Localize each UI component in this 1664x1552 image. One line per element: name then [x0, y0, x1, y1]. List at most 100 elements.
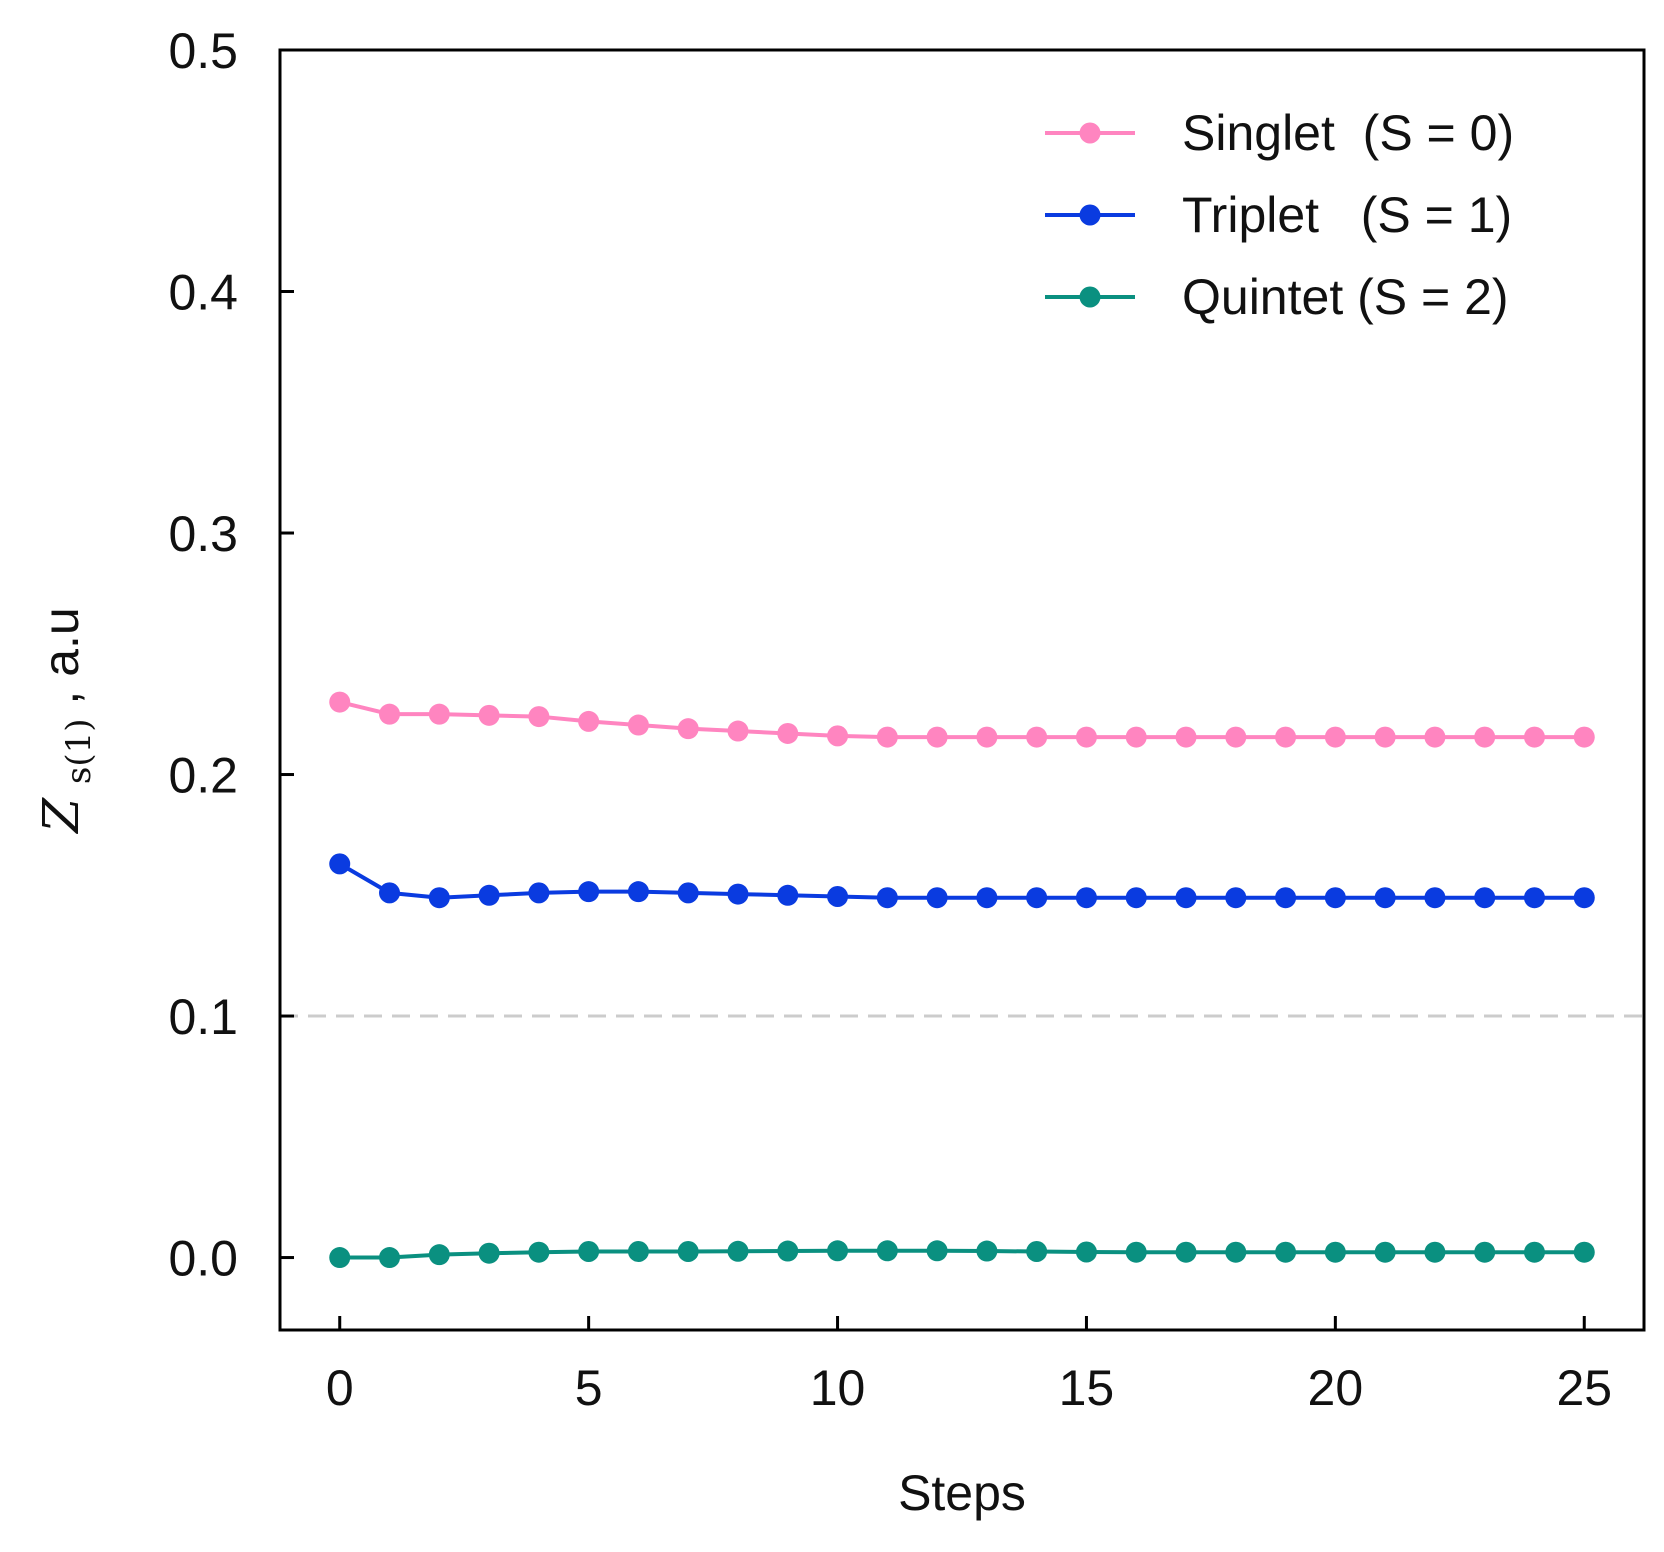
- data-point: [578, 710, 600, 732]
- data-point: [1225, 726, 1247, 748]
- legend-marker: [1079, 122, 1101, 144]
- data-point: [777, 884, 799, 906]
- data-point: [1125, 726, 1147, 748]
- y-tick-label: 0.2: [168, 748, 238, 804]
- data-point: [876, 726, 898, 748]
- data-point: [627, 714, 649, 736]
- plot-frame: [278, 48, 1646, 1332]
- y-axis-title-subscript: s(1): [59, 718, 99, 784]
- data-point: [1424, 726, 1446, 748]
- data-point: [777, 722, 799, 744]
- data-point: [1374, 887, 1396, 909]
- legend-label: Triplet (S = 1): [1182, 187, 1512, 243]
- legend-label: Quintet (S = 2): [1182, 269, 1509, 325]
- x-tick-label: 15: [1059, 1360, 1115, 1416]
- data-point: [926, 1240, 948, 1262]
- data-point: [827, 1240, 849, 1262]
- data-point: [1424, 887, 1446, 909]
- data-point: [677, 1241, 699, 1263]
- data-point: [1026, 887, 1048, 909]
- data-point: [1474, 726, 1496, 748]
- x-tick-label: 25: [1556, 1360, 1612, 1416]
- tick-layer: [280, 48, 1586, 1330]
- x-tick-label: 20: [1308, 1360, 1364, 1416]
- data-point: [379, 1247, 401, 1269]
- data-point: [1275, 1241, 1297, 1263]
- data-point: [777, 1240, 799, 1262]
- y-tick-label: 0.5: [168, 23, 238, 79]
- data-point: [478, 1242, 500, 1264]
- data-point: [428, 1244, 450, 1266]
- x-tick-label: 5: [575, 1360, 603, 1416]
- x-axis-title: Steps: [898, 1465, 1026, 1521]
- x-tick-label: 0: [326, 1360, 354, 1416]
- data-point: [926, 726, 948, 748]
- legend-marker: [1079, 204, 1101, 226]
- data-point: [329, 853, 351, 875]
- y-axis-title: Z s(1) , a.u: [32, 607, 101, 834]
- data-point: [827, 725, 849, 747]
- data-point: [1225, 887, 1247, 909]
- data-point: [1573, 887, 1595, 909]
- data-point: [1523, 887, 1545, 909]
- data-point: [1374, 726, 1396, 748]
- series-layer: [329, 691, 1595, 1269]
- data-point: [1474, 887, 1496, 909]
- legend-label: Singlet (S = 0): [1182, 105, 1514, 161]
- data-point: [827, 885, 849, 907]
- data-point: [1573, 1241, 1595, 1263]
- data-point: [1225, 1241, 1247, 1263]
- data-point: [379, 882, 401, 904]
- data-point: [1275, 887, 1297, 909]
- legend: Singlet (S = 0) Triplet (S = 1) Quintet (S…: [1045, 105, 1514, 325]
- data-point: [876, 887, 898, 909]
- legend-entry: Singlet (S = 0): [1045, 105, 1514, 161]
- y-tick-label: 0.4: [168, 265, 238, 321]
- data-point: [627, 1241, 649, 1263]
- data-point: [926, 887, 948, 909]
- y-axis-title-main: Z: [32, 797, 90, 835]
- data-point: [1175, 887, 1197, 909]
- data-point: [876, 1240, 898, 1262]
- data-point: [677, 882, 699, 904]
- y-tick-label: 0.1: [168, 989, 238, 1045]
- data-point: [1324, 887, 1346, 909]
- data-point: [1474, 1241, 1496, 1263]
- series-line: [338, 862, 1585, 900]
- data-point: [1573, 726, 1595, 748]
- series-3: [329, 1240, 1595, 1269]
- data-point: [1374, 1241, 1396, 1263]
- legend-marker: [1079, 286, 1101, 308]
- data-point: [428, 703, 450, 725]
- data-point: [1026, 726, 1048, 748]
- data-point: [528, 882, 550, 904]
- data-point: [1075, 887, 1097, 909]
- data-point: [976, 887, 998, 909]
- data-point: [1523, 726, 1545, 748]
- data-point: [627, 881, 649, 903]
- series-line: [339, 700, 1585, 740]
- data-point: [1125, 887, 1147, 909]
- data-point: [528, 1241, 550, 1263]
- tick-label-layer: 0 5 10 15 20 25 0.0 0.1 0.2 0.3 0.4 0.5: [168, 23, 1612, 1416]
- data-point: [976, 726, 998, 748]
- series-2: [329, 853, 1595, 909]
- data-point: [1175, 1241, 1197, 1263]
- y-tick-label: 0.0: [168, 1231, 238, 1287]
- data-point: [528, 706, 550, 728]
- data-point: [1026, 1241, 1048, 1263]
- data-point: [1275, 726, 1297, 748]
- data-point: [329, 691, 351, 713]
- data-point: [478, 884, 500, 906]
- data-point: [1324, 726, 1346, 748]
- data-point: [976, 1240, 998, 1262]
- data-point: [1424, 1241, 1446, 1263]
- data-point: [478, 704, 500, 726]
- series-line: [339, 1248, 1585, 1260]
- data-point: [727, 720, 749, 742]
- data-point: [727, 883, 749, 905]
- data-point: [1075, 726, 1097, 748]
- x-tick-label: 10: [810, 1360, 866, 1416]
